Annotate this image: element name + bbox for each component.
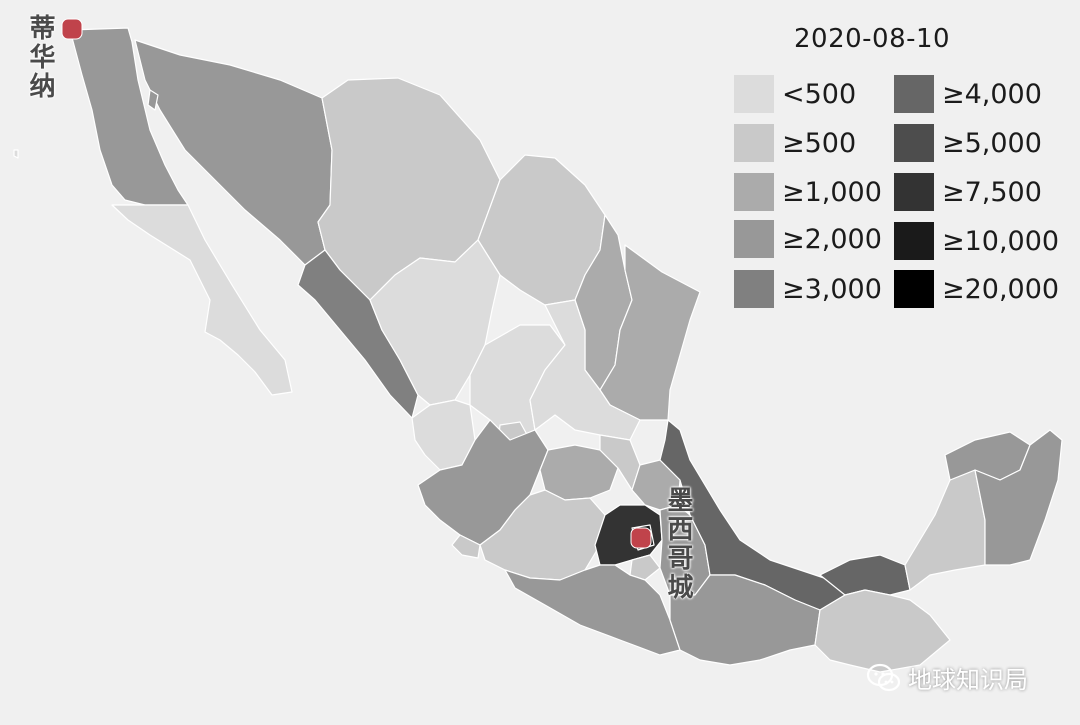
legend-item: ≥500 xyxy=(734,124,856,162)
legend-swatch xyxy=(734,270,774,308)
region-guanajuato xyxy=(539,444,619,501)
legend-swatch xyxy=(894,75,934,113)
region-guerrero xyxy=(504,564,681,656)
region-baja-california-sur xyxy=(111,204,293,396)
region-colima xyxy=(451,534,481,559)
legend-label: ≥10,000 xyxy=(942,225,1060,257)
legend-label: ≥20,000 xyxy=(942,273,1060,305)
region-hidalgo xyxy=(631,459,681,511)
legend-item: ≥5,000 xyxy=(894,124,1042,162)
island-isla-angel xyxy=(13,149,19,159)
legend-swatch xyxy=(894,222,934,260)
legend-item: ≥10,000 xyxy=(894,222,1059,260)
legend-label: ≥4,000 xyxy=(942,78,1042,110)
tijuana-marker xyxy=(61,18,83,40)
legend-label: <500 xyxy=(782,78,857,110)
legend-swatch xyxy=(894,173,934,211)
legend-item: ≥4,000 xyxy=(894,75,1042,113)
legend-label: ≥5,000 xyxy=(942,127,1042,159)
legend-label: ≥3,000 xyxy=(782,273,882,305)
legend-item: ≥20,000 xyxy=(894,270,1059,308)
legend-item: ≥7,500 xyxy=(894,173,1042,211)
region-sinaloa xyxy=(297,249,419,419)
legend-swatch xyxy=(734,173,774,211)
legend-item: <500 xyxy=(734,75,856,113)
legend-label: ≥2,000 xyxy=(782,223,882,255)
mexico-city-marker xyxy=(630,527,652,549)
island-tiburon xyxy=(147,89,159,111)
legend-label: ≥500 xyxy=(782,127,857,159)
watermark-text: 地球知识局 xyxy=(908,666,1028,694)
city-label-tijuana: 蒂华纳 xyxy=(25,14,55,101)
region-campeche xyxy=(904,469,986,591)
region-morelos xyxy=(629,554,661,581)
legend-swatch xyxy=(734,124,774,162)
wechat-icon xyxy=(866,663,901,691)
legend-swatch xyxy=(734,75,774,113)
legend-date-title: 2020-08-10 xyxy=(794,24,951,54)
legend-item: ≥3,000 xyxy=(734,270,882,308)
legend-swatch xyxy=(894,270,934,308)
region-quintana-roo xyxy=(974,429,1063,566)
legend-item: ≥1,000 xyxy=(734,173,882,211)
legend-item: ≥2,000 xyxy=(734,220,882,258)
legend-swatch xyxy=(734,220,774,258)
watermark: 地球知识局 xyxy=(866,660,1028,695)
legend-swatch xyxy=(894,124,934,162)
region-chiapas xyxy=(814,589,951,673)
legend-label: ≥1,000 xyxy=(782,176,882,208)
city-label-mexico-city: 墨西哥城 xyxy=(663,486,693,602)
legend-label: ≥7,500 xyxy=(942,176,1042,208)
